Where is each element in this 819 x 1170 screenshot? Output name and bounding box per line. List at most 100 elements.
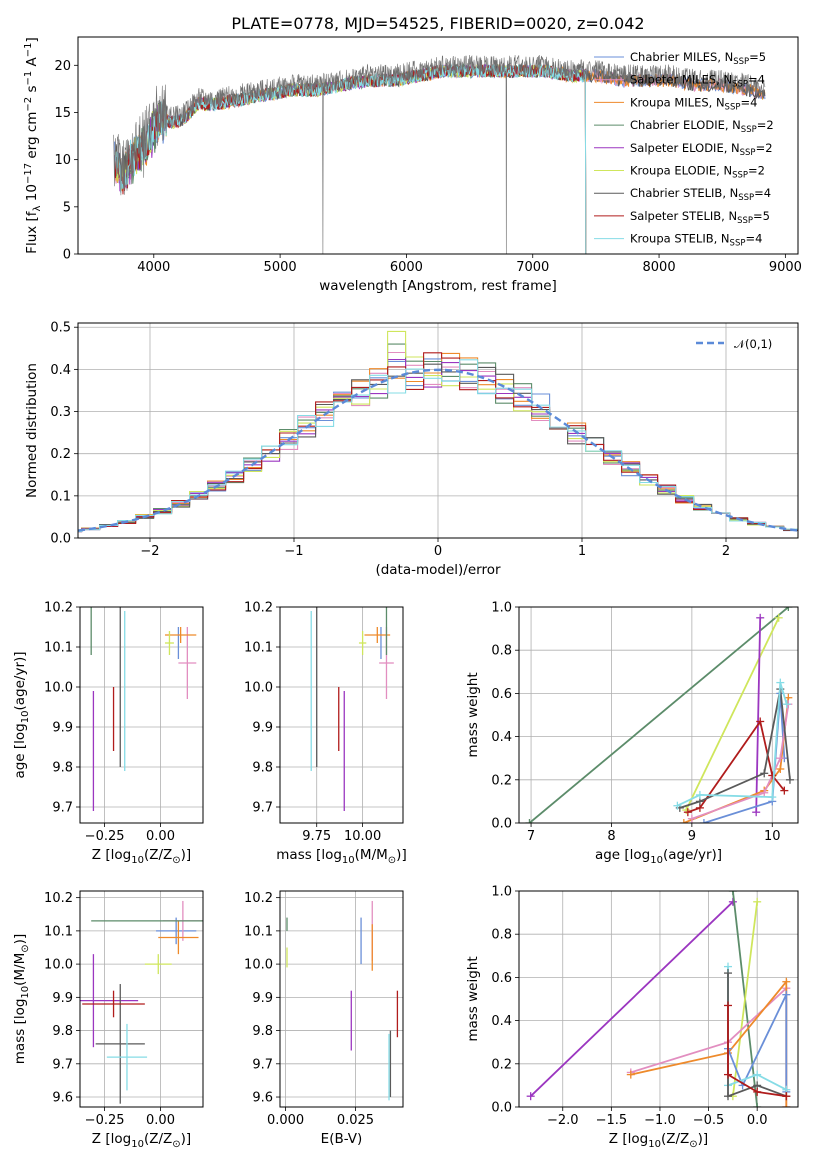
mass_weight_vs_age-xtick-label: 9 — [688, 829, 696, 844]
age_vs_mass-ytick-label: 9.7 — [252, 801, 273, 816]
age_vs_mass-errorbars — [310, 607, 394, 811]
residual_histogram-ytick-label: 0.3 — [50, 405, 71, 420]
spectrum-model-chabrier-elodie — [114, 62, 587, 254]
mass_weight_vs_age-xlabel: age [log10(age/yr)] — [595, 847, 722, 866]
spectrum-legend: Chabrier MILES, NSSP=5 Salpeter MILES, NS… — [594, 50, 774, 249]
mass_weight_vs_age-xtick-label: 7 — [527, 829, 535, 844]
mass_vs_Z-errorbars — [80, 900, 203, 1104]
spectrum-model-kroupa-stelib — [114, 63, 587, 254]
mass_vs_Z-ytick-label: 9.9 — [52, 991, 73, 1006]
residual_histogram-ytick-label: 0.5 — [50, 321, 71, 336]
age_vs_Z-grid — [80, 606, 203, 823]
mass_weight_vs_Z-ylabel: mass weight — [465, 956, 481, 1041]
spectrum-xtick-label: 9000 — [769, 260, 802, 275]
legend-label: 𝒩(0,1) — [734, 337, 772, 351]
mass_weight_vs_Z-frame — [518, 890, 799, 1108]
spectrum-model-salpeter-stelib — [114, 63, 587, 254]
residual_histogram-axes: −2 −1 0 1 2 0.0 0.1 0.2 0.3 0.4 0.5 (data-model)/er… — [24, 321, 799, 578]
series-chabrier-miles — [727, 994, 788, 1092]
mass_weight_vs_Z-series — [526, 891, 791, 1107]
age_vs_mass-ytick-label: 10.0 — [244, 681, 273, 696]
legend-label: Salpeter MILES, NSSP=4 — [630, 73, 765, 90]
legend-label: Salpeter STELIB, NSSP=5 — [630, 209, 770, 226]
spectrum-ytick-label: 0 — [63, 248, 71, 263]
mass_vs_Z-grid — [80, 891, 203, 1107]
mass_weight_vs_Z-ytick-label: 0.0 — [491, 1101, 512, 1116]
mass_weight_vs_age-ylabel: mass weight — [465, 672, 481, 757]
age_vs_Z-ytick-label: 10.1 — [44, 641, 73, 656]
mass_vs_Z-xlabel: Z [log10(Z/Z⊙)] — [92, 1131, 191, 1150]
spectrum-model-kroupa-elodie — [114, 63, 587, 254]
mass_vs_ebv-grid — [280, 891, 403, 1107]
legend-label: Chabrier STELIB, NSSP=4 — [630, 186, 771, 203]
legend-label: Chabrier MILES, NSSP=5 — [630, 50, 766, 67]
mass_vs_Z-ytick-label: 10.0 — [44, 958, 73, 973]
mass_vs_ebv-axes: 0.000 0.025 9.6 9.7 9.8 9.9 10.0 10.1 10.2 E(B-V) — [244, 890, 404, 1147]
mass_weight_vs_Z-xtick-label: −0.5 — [693, 1113, 725, 1128]
mass_vs_Z-ytick-label: 9.6 — [52, 1091, 73, 1106]
age_vs_Z-ylabel: age [log10(age/yr)] — [12, 651, 31, 778]
age_vs_mass-frame — [279, 606, 404, 824]
spectrum-ytick-label: 20 — [54, 59, 71, 74]
frame-layer: 4000 5000 6000 7000 8000 900005101520waveleng… — [12, 36, 802, 1150]
residual_histogram-ylabel: Normed distribution — [24, 363, 40, 498]
mass_weight_vs_Z-ytick-label: 0.8 — [491, 928, 512, 943]
age_vs_Z-xtick-label: 0.00 — [146, 829, 175, 844]
mass_weight_vs_age-ytick-label: 0.0 — [491, 817, 512, 832]
age_vs_Z-ytick-label: 9.9 — [52, 721, 73, 736]
mass_weight_vs_Z-axes: −2.0 −1.5 −1.0 −0.5 0.0 0.0 0.2 0.4 0.6 0.8 1.0 Z [… — [465, 885, 799, 1150]
mass_vs_ebv-xtick-label: 0.000 — [267, 1113, 304, 1128]
mass_weight_vs_age-ytick-label: 0.2 — [491, 773, 512, 788]
mass_weight_vs_age-axes: 7 8 9 10 0.0 0.2 0.4 0.6 0.8 1.0 age [log10(age/yr… — [465, 601, 799, 866]
age_vs_mass-xlabel: mass [log10(M/M⊙)] — [276, 847, 406, 866]
residual_histogram-xtick-label: −2 — [140, 544, 159, 559]
normal-curve — [78, 368, 798, 532]
legend-label: Kroupa ELODIE, NSSP=2 — [630, 164, 765, 181]
spectrum-data — [113, 54, 766, 254]
age_vs_Z-axes: −0.25 0.00 9.7 9.8 9.9 10.0 10.1 10.2 Z [log10(Z… — [12, 601, 204, 866]
mass_vs_ebv-errorbars — [286, 900, 399, 1101]
spectrum-xtick-label: 4000 — [137, 260, 170, 275]
age_vs_mass-ytick-label: 10.1 — [244, 641, 273, 656]
mass_vs_Z-axes: −0.25 0.00 9.6 9.7 9.8 9.9 10.0 10.1 10.2 Z [log1… — [12, 890, 204, 1150]
legend-label: Kroupa STELIB, NSSP=4 — [630, 232, 762, 249]
age_vs_Z-ytick-label: 10.2 — [44, 601, 73, 616]
age_vs_Z-ytick-label: 10.0 — [44, 681, 73, 696]
mass_vs_ebv-ytick-label: 9.8 — [252, 1024, 273, 1039]
mass_weight_vs_Z-xtick-label: −2.0 — [547, 1113, 579, 1128]
mass_vs_ebv-ytick-label: 9.7 — [252, 1057, 273, 1072]
spectrum-xtick-label: 8000 — [643, 260, 676, 275]
mass_vs_Z-ylabel: mass [log10(M/M⊙)] — [12, 934, 31, 1064]
residual_histogram-ytick-label: 0.1 — [50, 489, 71, 504]
mass_weight_vs_Z-ytick-label: 0.4 — [491, 1014, 512, 1029]
mass_vs_ebv-xtick-label: 0.025 — [337, 1113, 374, 1128]
mass_vs_ebv-ytick-label: 10.0 — [244, 958, 273, 973]
residual_histogram-xtick-label: 1 — [578, 544, 586, 559]
age_vs_mass-ytick-label: 9.8 — [252, 761, 273, 776]
mass_weight_vs_Z-xtick-label: 0.0 — [747, 1113, 768, 1128]
histogram-steps — [78, 330, 798, 533]
spectrum-xtick-label: 7000 — [516, 260, 549, 275]
spectrum-frame — [77, 36, 799, 255]
figure-title: PLATE=0778, MJD=54525, FIBERID=0020, z=0… — [231, 14, 644, 33]
spectrum-ytick-label: 10 — [54, 153, 71, 168]
mass_vs_ebv-ytick-label: 10.1 — [244, 924, 273, 939]
series-salpeter-elodie — [755, 617, 762, 813]
mass_weight_vs_Z-xtick-label: −1.0 — [644, 1113, 676, 1128]
mass_weight_vs_Z-ytick-label: 0.6 — [491, 971, 512, 986]
histogram-kroupa-stelib — [78, 359, 798, 532]
series-kroupa-elodie — [732, 901, 759, 1097]
mass_weight_vs_age-ytick-label: 0.6 — [491, 687, 512, 702]
series-salpeter-stelib — [687, 719, 786, 814]
mass_vs_ebv-xlabel: E(B-V) — [321, 1131, 363, 1147]
mass_vs_ebv-ytick-label: 9.9 — [252, 991, 273, 1006]
legend-label: Kroupa MILES, NSSP=4 — [630, 95, 757, 112]
mass_weight_vs_age-frame — [518, 606, 799, 824]
spectrum-lines — [113, 54, 766, 254]
spectrum-axes: 4000 5000 6000 7000 8000 9000 0 5 10 15 20 waveleng… — [23, 36, 802, 294]
age_vs_mass-ytick-label: 10.2 — [244, 601, 273, 616]
mass_weight_vs_age-xtick-label: 10 — [764, 829, 781, 844]
spectrum-xlabel: wavelength [Angstrom, rest frame] — [319, 278, 557, 294]
mass_vs_Z-ytick-label: 10.1 — [44, 924, 73, 939]
